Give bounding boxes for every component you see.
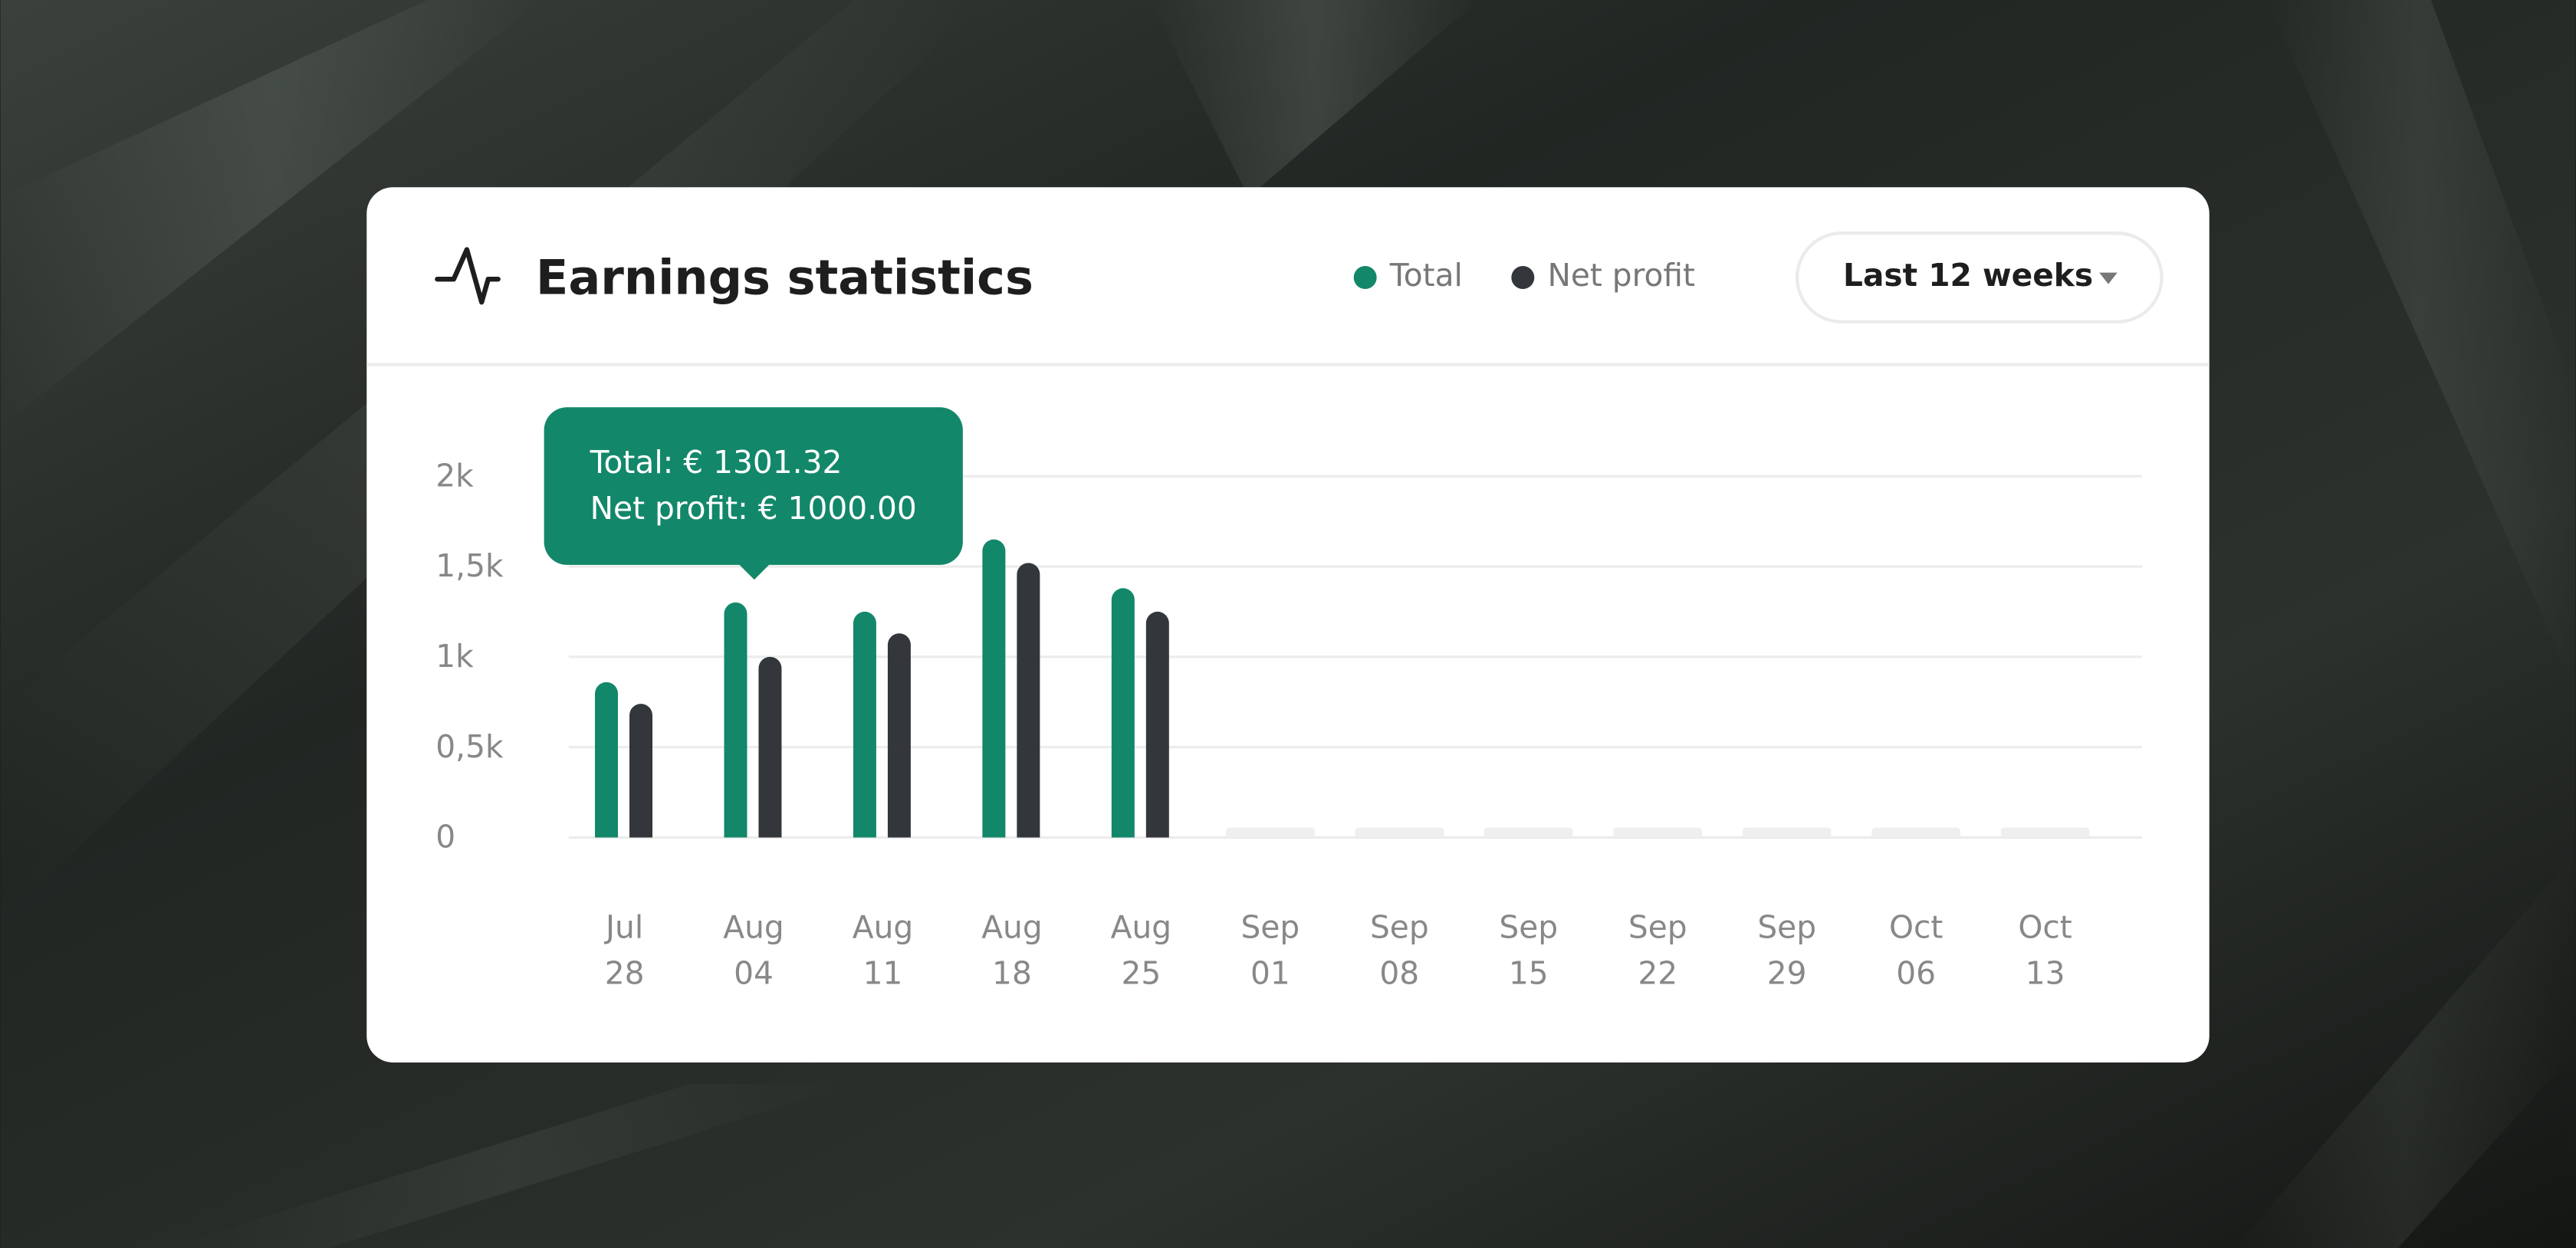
- title: Earnings statistics: [536, 249, 1033, 305]
- x-tick-label-line: Sep: [1757, 908, 1816, 945]
- y-tick-label: 1k: [435, 638, 474, 675]
- bar: [595, 681, 619, 838]
- range-button[interactable]: Last 12 weeks: [1795, 232, 2164, 323]
- x-tick-label: Aug 25: [1111, 908, 1171, 991]
- range-button-bg[interactable]: [1795, 232, 2164, 323]
- x-tick-label-line: Aug: [853, 908, 913, 945]
- bar: [887, 633, 911, 838]
- x-tick-label-line: 13: [2026, 954, 2065, 991]
- x-tick-label-line: Sep: [1241, 908, 1300, 945]
- legend-swatch: [1511, 266, 1535, 290]
- x-tick-label: Aug 11: [853, 908, 913, 991]
- x-tick-label-line: Aug: [723, 908, 784, 945]
- y-tick-label: 0: [435, 819, 455, 856]
- x-tick-label-line: 25: [1122, 954, 1162, 991]
- x-tick-label-line: Oct: [2018, 908, 2072, 945]
- empty-bar-placeholder: [1613, 827, 1703, 838]
- x-tick-label: Sep 01: [1241, 908, 1300, 991]
- empty-bar-placeholder: [1226, 827, 1315, 838]
- tooltip-line: Total: € 1301.32: [590, 444, 843, 481]
- x-tick-label-line: 04: [734, 954, 774, 991]
- y-tick-label: 0,5k: [435, 728, 504, 765]
- empty-bar-placeholder: [1742, 827, 1832, 838]
- bar: [982, 539, 1006, 838]
- x-tick-label-line: 18: [992, 954, 1032, 991]
- x-tick-label-line: 06: [1896, 954, 1936, 991]
- tooltip-line: Net profit: € 1000.00: [590, 490, 917, 527]
- x-tick-label-line: 22: [1638, 954, 1677, 991]
- bar: [724, 602, 748, 838]
- x-tick-label: Sep 15: [1499, 908, 1558, 991]
- x-tick-label-line: 15: [1509, 954, 1549, 991]
- bar: [853, 611, 876, 838]
- x-tick-label-line: Sep: [1499, 908, 1558, 945]
- x-tick-label-line: Sep: [1628, 908, 1687, 945]
- tooltip-pointer: [738, 563, 771, 580]
- empty-bar-placeholder: [1484, 827, 1573, 838]
- y-tick-label: 2k: [435, 457, 474, 494]
- x-tick-label: Jul 28: [603, 908, 644, 991]
- activity-icon: [435, 247, 501, 305]
- legend-swatch: [1353, 266, 1377, 290]
- caret-icon[interactable]: [2099, 272, 2118, 284]
- x-tick-label: Sep 29: [1757, 908, 1816, 991]
- y-tick-label: 1,5k: [435, 547, 504, 584]
- x-tick-label: Oct 13: [2018, 908, 2072, 991]
- x-tick-label: Oct 06: [1889, 908, 1943, 991]
- legend-label: Net profit: [1547, 257, 1694, 294]
- bar: [629, 704, 653, 838]
- x-tick-label-line: Jul: [603, 908, 643, 945]
- range-button-label[interactable]: Last 12 weeks: [1843, 257, 2093, 294]
- x-tick-label-line: 28: [605, 954, 645, 991]
- x-tick-label: Aug 18: [981, 908, 1042, 991]
- bar: [1111, 588, 1135, 838]
- x-tick-label-line: Aug: [981, 908, 1042, 945]
- x-tick-label: Sep 08: [1370, 908, 1429, 991]
- plot: 0 0,5k 1k 1,5k 2k Jul 28 Aug 04 Aug 11 Aug 18 Aug 25 Se…: [435, 457, 2142, 991]
- x-tick-label-line: Aug: [1111, 908, 1171, 945]
- x-tick-label: Aug 04: [723, 908, 784, 991]
- x-tick-label-line: 08: [1379, 954, 1419, 991]
- x-tick-label-line: 29: [1767, 954, 1807, 991]
- bar: [1017, 563, 1040, 838]
- x-tick-label-line: Sep: [1370, 908, 1429, 945]
- card: [366, 187, 2210, 1062]
- empty-bar-placeholder: [1871, 827, 1960, 838]
- x-tick-label-line: Oct: [1889, 908, 1943, 945]
- x-tick-label: Sep 22: [1628, 908, 1687, 991]
- x-tick-label-line: 11: [863, 954, 903, 991]
- tooltip: Total: € 1301.32 Net profit: € 1000.00: [544, 407, 963, 580]
- bar: [758, 656, 782, 838]
- x-tick-label-line: 01: [1250, 954, 1290, 991]
- legend: Total Net profit: [1353, 257, 1695, 294]
- bar: [1145, 611, 1169, 838]
- empty-bar-placeholder: [1355, 827, 1444, 838]
- tooltip-box: [544, 407, 963, 565]
- legend-label: Total: [1389, 257, 1463, 294]
- empty-bar-placeholder: [2000, 827, 2090, 838]
